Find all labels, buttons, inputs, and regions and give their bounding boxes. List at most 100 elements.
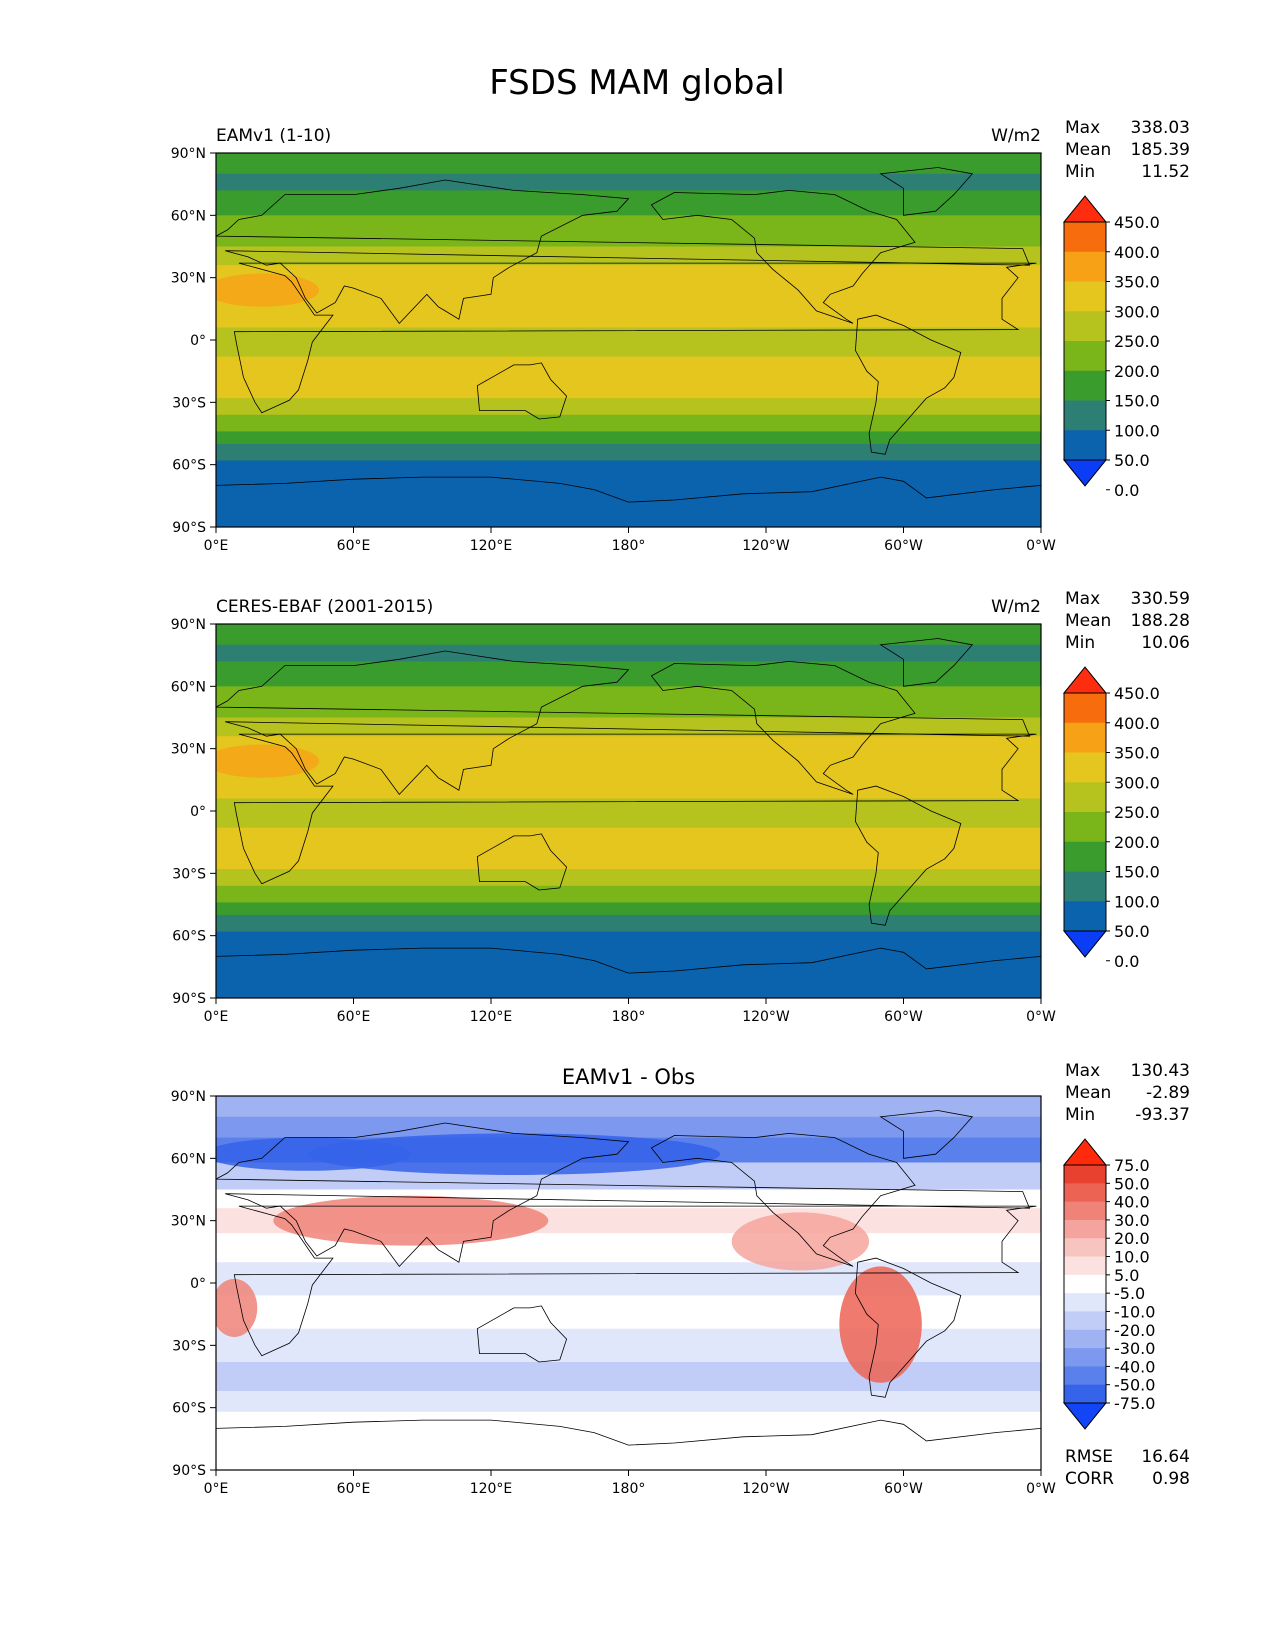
- stat-label-mean: Mean: [1065, 1083, 1111, 1103]
- colorbar-extend-min: [1062, 930, 1108, 958]
- stat-label-max: Max: [1065, 589, 1100, 609]
- coastline-africa: [233, 1205, 1037, 1357]
- x-tick-label: 60°W: [884, 538, 923, 554]
- colorbar-tick-label: 50.0: [1114, 1174, 1150, 1193]
- coastline-north-america: [650, 1132, 916, 1267]
- lat-band: [216, 885, 1041, 904]
- lat-band: [216, 686, 1041, 719]
- coastlines: [216, 638, 1041, 974]
- map-field: [216, 1096, 1041, 1470]
- colorbar-tick-label: 250.0: [1114, 332, 1160, 351]
- lat-band: [216, 1391, 1041, 1413]
- x-tick-label: 120°E: [470, 1009, 513, 1025]
- anomaly-region: [216, 1278, 258, 1338]
- colorbar-tick-label: 150.0: [1114, 392, 1160, 411]
- lat-band: [216, 356, 1041, 399]
- colorbar-segment: [1064, 1201, 1106, 1221]
- colorbar-segment: [1064, 400, 1106, 431]
- colorbar-tick-label: 0.0: [1114, 952, 1139, 971]
- colorbar-segment: [1064, 1293, 1106, 1312]
- coastline-africa: [233, 262, 1037, 414]
- y-tick-label: 30°N: [171, 742, 206, 758]
- colorbar-frame: [1063, 1164, 1107, 1404]
- colorbar-tick-label: -20.0: [1114, 1321, 1155, 1340]
- x-tick-label: 0°W: [1026, 1481, 1056, 1497]
- colorbar-tick-label: 5.0: [1114, 1266, 1139, 1285]
- panel-left-title: CERES-EBAF (2001-2015): [216, 597, 433, 617]
- colorbar-segment: [1064, 222, 1106, 253]
- x-tick-label: 120°W: [742, 1009, 790, 1025]
- x-tick-label: 0°W: [1026, 1009, 1056, 1025]
- lat-band: [216, 1262, 1041, 1297]
- colorbar-segment: [1064, 1183, 1106, 1203]
- coastline-south-america: [854, 785, 962, 926]
- x-tick-label: 0°E: [204, 1481, 229, 1497]
- coastline-greenland: [879, 167, 974, 216]
- colorbar-segment: [1064, 1219, 1106, 1239]
- panel-units: W/m2: [991, 126, 1041, 146]
- colorbar-extend-min: [1062, 1402, 1108, 1430]
- y-tick-label: 30°N: [171, 1214, 206, 1230]
- colorbar-segment: [1064, 1311, 1106, 1331]
- x-tick-label: 120°E: [470, 538, 513, 554]
- stat-value-corr: 0.98: [1152, 1469, 1190, 1489]
- lat-band: [216, 1096, 1041, 1118]
- colorbar-segment: [1064, 901, 1106, 932]
- x-tick-label: 120°W: [742, 538, 790, 554]
- stat-value-mean: -2.89: [1146, 1083, 1190, 1103]
- lat-band: [216, 327, 1041, 358]
- colorbar-tick-label: 50.0: [1114, 451, 1150, 470]
- colorbar-tick-label: 300.0: [1114, 773, 1160, 792]
- map-field: [216, 624, 1041, 998]
- stat-label-corr: CORR: [1065, 1469, 1114, 1489]
- lat-band: [216, 460, 1041, 527]
- stat-label-min: Min: [1065, 633, 1095, 653]
- coastline-eurasia: [216, 650, 1031, 796]
- lat-band: [216, 644, 1041, 662]
- lat-band: [216, 431, 1041, 445]
- coastline-south-america: [854, 314, 962, 455]
- lat-band: [216, 798, 1041, 829]
- coastlines: [216, 1110, 1041, 1446]
- colorbar-tick-label: 100.0: [1114, 421, 1160, 440]
- colorbar-extend-max: [1062, 666, 1108, 694]
- lat-band: [216, 398, 1041, 416]
- anomaly-region: [839, 1266, 922, 1383]
- x-tick-label: 0°W: [1026, 538, 1056, 554]
- coastline-eurasia: [216, 1122, 1031, 1268]
- y-tick-label: 30°S: [172, 866, 206, 882]
- stat-value-rmse: 16.64: [1141, 1447, 1190, 1467]
- x-tick-label: 60°W: [884, 1481, 923, 1497]
- lat-band: [216, 1411, 1041, 1470]
- coastline-antarctica-shore: [216, 1419, 1041, 1446]
- colorbar-tick-label: 150.0: [1114, 863, 1160, 882]
- y-tick-label: 30°S: [172, 1338, 206, 1354]
- colorbar-segment: [1064, 341, 1106, 372]
- colorbar-tick-label: 0.0: [1114, 481, 1139, 500]
- figure-title: FSDS MAM global: [489, 63, 785, 103]
- lat-band: [216, 414, 1041, 433]
- panel-units: W/m2: [991, 597, 1041, 617]
- lat-band: [216, 215, 1041, 248]
- coastline-south-america: [854, 1257, 962, 1398]
- colorbar-tick-label: 400.0: [1114, 243, 1160, 262]
- colorbar-tick-label: 10.0: [1114, 1248, 1150, 1267]
- panels: 90°N 60°N 30°N 0° 30°S 60°S 90°S 0°E 60°E 120°E 18…: [171, 118, 1190, 1497]
- colorbar-tick-label: 20.0: [1114, 1229, 1150, 1248]
- panel-diff: 90°N 60°N 30°N 0° 30°S 60°S 90°S 0°E 60°E 120°E 18…: [171, 1061, 1190, 1497]
- y-tick-label: 90°S: [172, 520, 206, 536]
- lat-band: [216, 246, 1041, 266]
- colorbar: 450.0 400.0 350.0 300.0 250.0 200.0 150.0 100.0…: [1062, 195, 1160, 500]
- lat-band: [216, 869, 1041, 887]
- coastline-antarctica-shore: [216, 476, 1041, 503]
- stat-label-mean: Mean: [1065, 611, 1111, 631]
- stat-value-mean: 185.39: [1131, 140, 1190, 160]
- colorbar-segment: [1064, 370, 1106, 401]
- colorbar-segment: [1064, 1274, 1106, 1294]
- colorbar-extend-min: [1062, 459, 1108, 487]
- colorbar-segment: [1064, 251, 1106, 282]
- y-tick-label: 60°N: [171, 1151, 206, 1167]
- colorbar-tick-label: 40.0: [1114, 1193, 1150, 1212]
- y-tick-label: 0°: [190, 804, 206, 820]
- y-tick-label: 90°N: [171, 1089, 206, 1105]
